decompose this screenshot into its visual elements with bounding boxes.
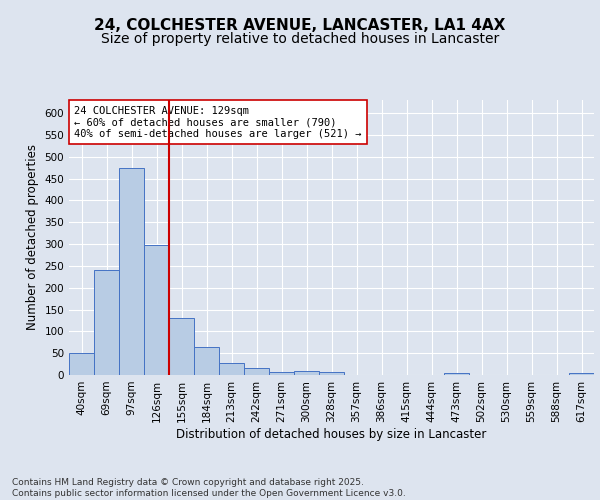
Y-axis label: Number of detached properties: Number of detached properties [26, 144, 39, 330]
Bar [69, 353, 94, 375]
Bar [269, 372, 294, 375]
Bar [444, 374, 469, 375]
Text: 24 COLCHESTER AVENUE: 129sqm
← 60% of detached houses are smaller (790)
40% of s: 24 COLCHESTER AVENUE: 129sqm ← 60% of de… [74, 106, 362, 138]
Bar [569, 374, 594, 375]
Bar [319, 372, 344, 375]
Bar [294, 371, 319, 375]
Bar [219, 363, 244, 375]
Text: 24, COLCHESTER AVENUE, LANCASTER, LA1 4AX: 24, COLCHESTER AVENUE, LANCASTER, LA1 4A… [94, 18, 506, 32]
Bar [169, 318, 194, 375]
Bar [244, 368, 269, 375]
Bar [119, 168, 144, 375]
Bar [144, 245, 169, 375]
Bar [194, 346, 219, 375]
Text: Contains HM Land Registry data © Crown copyright and database right 2025.
Contai: Contains HM Land Registry data © Crown c… [12, 478, 406, 498]
Bar [94, 270, 119, 375]
X-axis label: Distribution of detached houses by size in Lancaster: Distribution of detached houses by size … [176, 428, 487, 440]
Text: Size of property relative to detached houses in Lancaster: Size of property relative to detached ho… [101, 32, 499, 46]
